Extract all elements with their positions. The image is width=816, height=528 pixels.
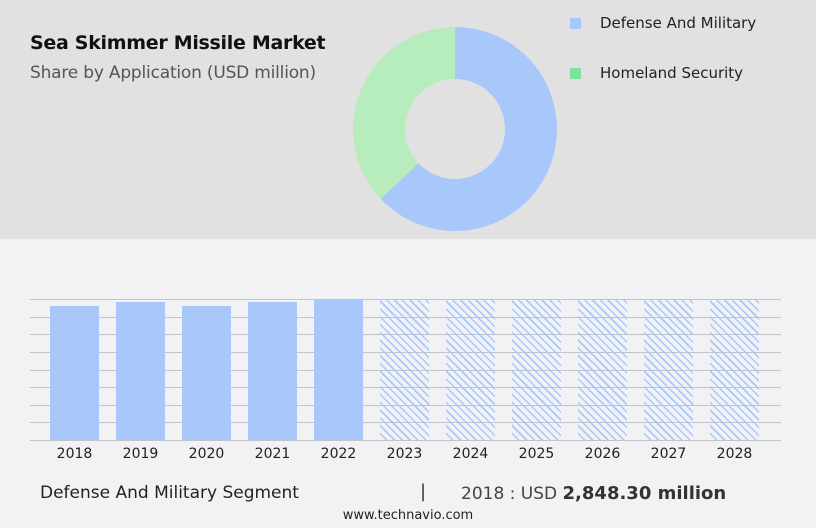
bar-2023	[380, 299, 429, 440]
legend-swatch	[570, 17, 581, 29]
donut-slice	[380, 27, 557, 231]
legend-label: Defense And Military	[600, 14, 757, 32]
gridline	[30, 440, 781, 441]
x-label: 2019	[122, 446, 159, 462]
bar-2018	[50, 306, 99, 440]
bar-chart	[30, 299, 781, 441]
bar-2027	[644, 299, 693, 440]
bar-2020	[182, 306, 231, 440]
x-label: 2028	[716, 446, 753, 462]
website-link[interactable]: www.technavio.com	[342, 508, 474, 523]
x-label: 2022	[320, 446, 357, 462]
bar-2025	[512, 299, 561, 440]
legend-item-homeland: Homeland Security	[570, 64, 743, 82]
bar-2026	[578, 299, 627, 440]
chart-subtitle: Share by Application (USD million)	[30, 63, 316, 83]
x-label: 2024	[452, 446, 489, 462]
footer-year: 2018 : USD	[461, 484, 558, 504]
bar-2022	[314, 299, 363, 440]
bar-2028	[710, 299, 759, 440]
chart-title: Sea Skimmer Missile Market	[30, 32, 326, 54]
x-label: 2021	[254, 446, 291, 462]
footer-segment: Defense And Military Segment	[40, 483, 299, 503]
bar-2024	[446, 299, 495, 440]
bar-2021	[248, 302, 297, 440]
x-label: 2027	[650, 446, 687, 462]
legend-item-defense: Defense And Military	[570, 14, 756, 32]
header-panel: Sea Skimmer Missile Market Share by Appl…	[0, 0, 816, 239]
donut-slice	[353, 27, 455, 199]
legend-swatch	[570, 67, 581, 79]
legend-label: Homeland Security	[600, 64, 744, 82]
x-label: 2020	[188, 446, 225, 462]
x-label: 2026	[584, 446, 621, 462]
footer-value: 2018 : USD 2,848.30 million	[461, 483, 726, 504]
x-label: 2018	[56, 446, 93, 462]
footer-amount: 2,848.30 million	[562, 483, 727, 504]
x-label: 2025	[518, 446, 555, 462]
donut-chart	[353, 27, 557, 231]
bar-2019	[116, 302, 165, 440]
x-label: 2023	[386, 446, 423, 462]
footer-separator: |	[420, 481, 427, 502]
